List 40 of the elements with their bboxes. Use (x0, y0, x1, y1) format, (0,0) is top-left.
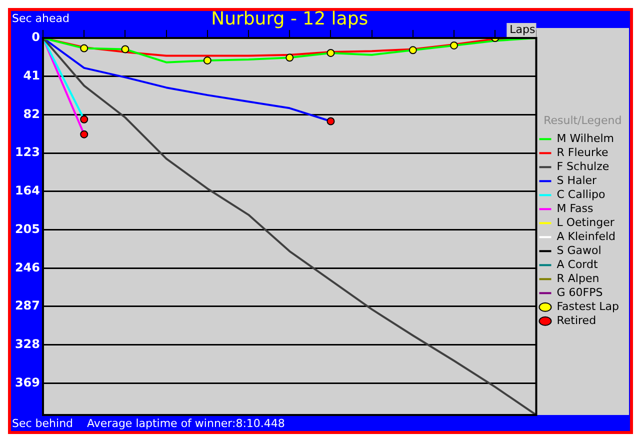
point (80, 130, 88, 138)
y-tick-label: 41 (23, 68, 40, 82)
point (80, 44, 88, 52)
y-tick-label: 369 (14, 375, 40, 390)
y-tick-label: 164 (14, 184, 40, 198)
legend-label: R Alpen (556, 272, 600, 285)
legend-label: Retired (556, 314, 596, 327)
legend-label: C Callipo (556, 188, 606, 201)
legend-label: S Haler (556, 174, 598, 187)
chart-title: Nurburg - 12 laps (211, 8, 368, 30)
y-tick-label: 82 (23, 106, 40, 121)
legend-label: R Fleurke (556, 146, 608, 159)
legend-label: A Cordt (556, 258, 598, 271)
legend-label: G 60FPS (556, 286, 603, 299)
y-tick-label: 0 (32, 30, 40, 44)
point (326, 117, 335, 126)
text: Average laptime of winner:8:10.448 (87, 416, 285, 430)
y-tick-label: 246 (14, 260, 40, 274)
point (326, 48, 335, 57)
point (450, 41, 458, 50)
point (121, 45, 130, 54)
point (80, 115, 88, 124)
y-tick-label: 123 (14, 145, 40, 160)
text: Sec behind (12, 416, 74, 430)
legend-title: Result/Legend (544, 114, 622, 127)
legend-label: Fastest Lap (556, 300, 620, 313)
legend-label: M Wilhelm (556, 132, 614, 145)
legend-label: M Fass (556, 202, 594, 215)
x-axis-title: Laps (510, 22, 536, 36)
legend-label: L Oetinger (556, 216, 615, 229)
legend-label: A Kleinfeld (556, 230, 616, 243)
y-axis-title: Sec ahead (12, 12, 70, 25)
y-tick-label: 328 (14, 336, 40, 351)
legend-label: S Gawol (556, 244, 602, 257)
y-tick-label: 287 (14, 298, 40, 313)
legend-label: F Schulze (556, 160, 610, 173)
point (286, 54, 294, 62)
point (408, 46, 417, 54)
point (203, 56, 212, 64)
y-tick-label: 205 (14, 222, 40, 236)
